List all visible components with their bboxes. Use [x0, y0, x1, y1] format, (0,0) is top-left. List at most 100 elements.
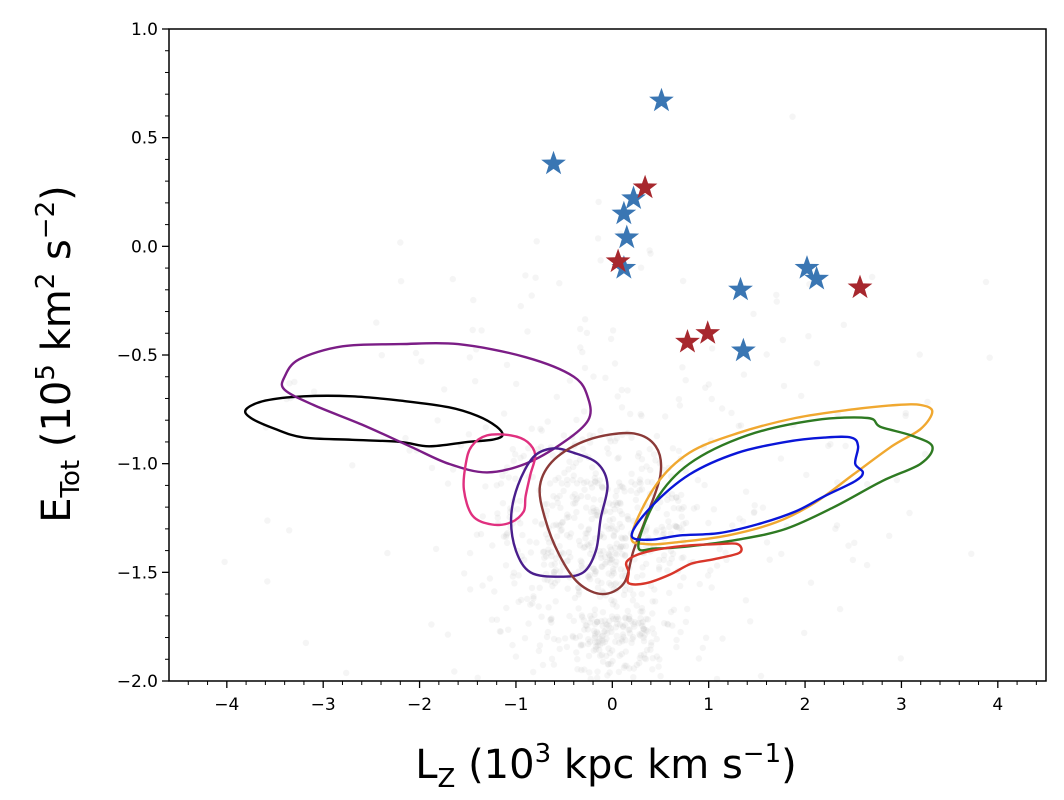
star-point	[728, 276, 753, 301]
background-point	[602, 627, 609, 635]
background-point	[572, 634, 579, 642]
background-point	[679, 364, 686, 371]
background-point	[626, 613, 633, 620]
background-point	[519, 531, 526, 539]
background-point	[613, 502, 621, 509]
background-point	[302, 639, 310, 647]
background-point	[590, 507, 597, 515]
background-point	[589, 464, 596, 471]
background-point	[676, 402, 684, 409]
background-point	[524, 595, 531, 603]
background-point	[675, 447, 683, 455]
background-point	[690, 505, 698, 512]
background-point	[669, 622, 676, 629]
background-point	[540, 561, 548, 568]
background-point	[500, 410, 508, 417]
background-point	[467, 586, 474, 593]
background-point	[397, 278, 405, 285]
background-point	[548, 655, 556, 662]
background-point	[673, 636, 680, 644]
background-point	[561, 635, 569, 642]
background-point	[596, 635, 603, 643]
background-point	[587, 480, 594, 487]
background-point	[557, 527, 564, 535]
background-point	[604, 621, 611, 628]
background-point	[637, 411, 644, 418]
background-point	[577, 642, 584, 649]
background-point	[603, 559, 610, 566]
background-point	[599, 484, 606, 492]
y-tick-label: −0.5	[117, 346, 158, 366]
background-point	[636, 487, 643, 494]
background-point	[563, 558, 571, 565]
background-point	[701, 481, 708, 489]
background-point	[465, 431, 473, 438]
star-point	[731, 337, 756, 362]
background-point	[676, 524, 683, 531]
background-point	[637, 615, 644, 622]
background-point	[590, 627, 598, 634]
background-point	[622, 551, 629, 559]
background-point	[587, 508, 595, 515]
background-point	[500, 533, 508, 540]
background-point	[629, 635, 636, 643]
background-point	[661, 620, 668, 627]
background-point	[614, 455, 621, 462]
background-point	[524, 328, 531, 335]
background-point	[667, 608, 675, 616]
background-point	[549, 502, 556, 509]
background-point	[621, 587, 629, 594]
background-point	[579, 564, 586, 572]
background-point	[581, 316, 589, 323]
background-point	[583, 478, 590, 485]
x-tick-label: −3	[311, 695, 336, 715]
background-point	[543, 500, 551, 508]
background-point	[584, 573, 592, 580]
background-point	[527, 601, 534, 608]
contour-0	[243, 394, 504, 448]
background-point	[616, 499, 624, 506]
background-point	[602, 523, 610, 530]
background-point	[286, 380, 293, 387]
background-point	[478, 327, 485, 334]
background-point	[591, 632, 599, 640]
background-point	[606, 435, 613, 442]
background-point	[647, 250, 654, 257]
background-point	[473, 531, 481, 538]
background-point	[541, 554, 548, 561]
background-point	[551, 568, 558, 576]
background-point	[601, 638, 609, 646]
background-point	[805, 333, 812, 340]
background-point	[502, 533, 510, 540]
background-point	[608, 572, 615, 579]
background-point	[560, 550, 567, 557]
background-point	[661, 552, 668, 559]
background-point	[630, 633, 637, 641]
x-tick-label: 3	[896, 695, 907, 715]
background-point	[621, 488, 628, 495]
background-point	[566, 377, 574, 384]
y-tick-label: 0.5	[131, 129, 158, 149]
background-point	[682, 618, 690, 626]
background-point	[590, 647, 597, 654]
background-point	[642, 526, 650, 533]
background-point	[536, 642, 544, 649]
background-point	[598, 554, 605, 561]
background-point	[618, 404, 626, 411]
background-point	[264, 517, 271, 524]
background-point	[598, 483, 606, 490]
background-point	[643, 646, 651, 654]
background-point	[658, 523, 665, 531]
background-point	[576, 633, 583, 640]
background-point	[577, 557, 584, 564]
background-point	[497, 628, 504, 635]
background-point	[638, 456, 646, 463]
background-point	[597, 496, 604, 504]
background-point	[550, 569, 558, 576]
background-point	[719, 635, 726, 642]
background-point	[596, 652, 604, 659]
background-point	[554, 577, 561, 584]
x-tick-label: 4	[992, 695, 1003, 715]
background-point	[525, 620, 532, 627]
background-point	[637, 264, 645, 271]
